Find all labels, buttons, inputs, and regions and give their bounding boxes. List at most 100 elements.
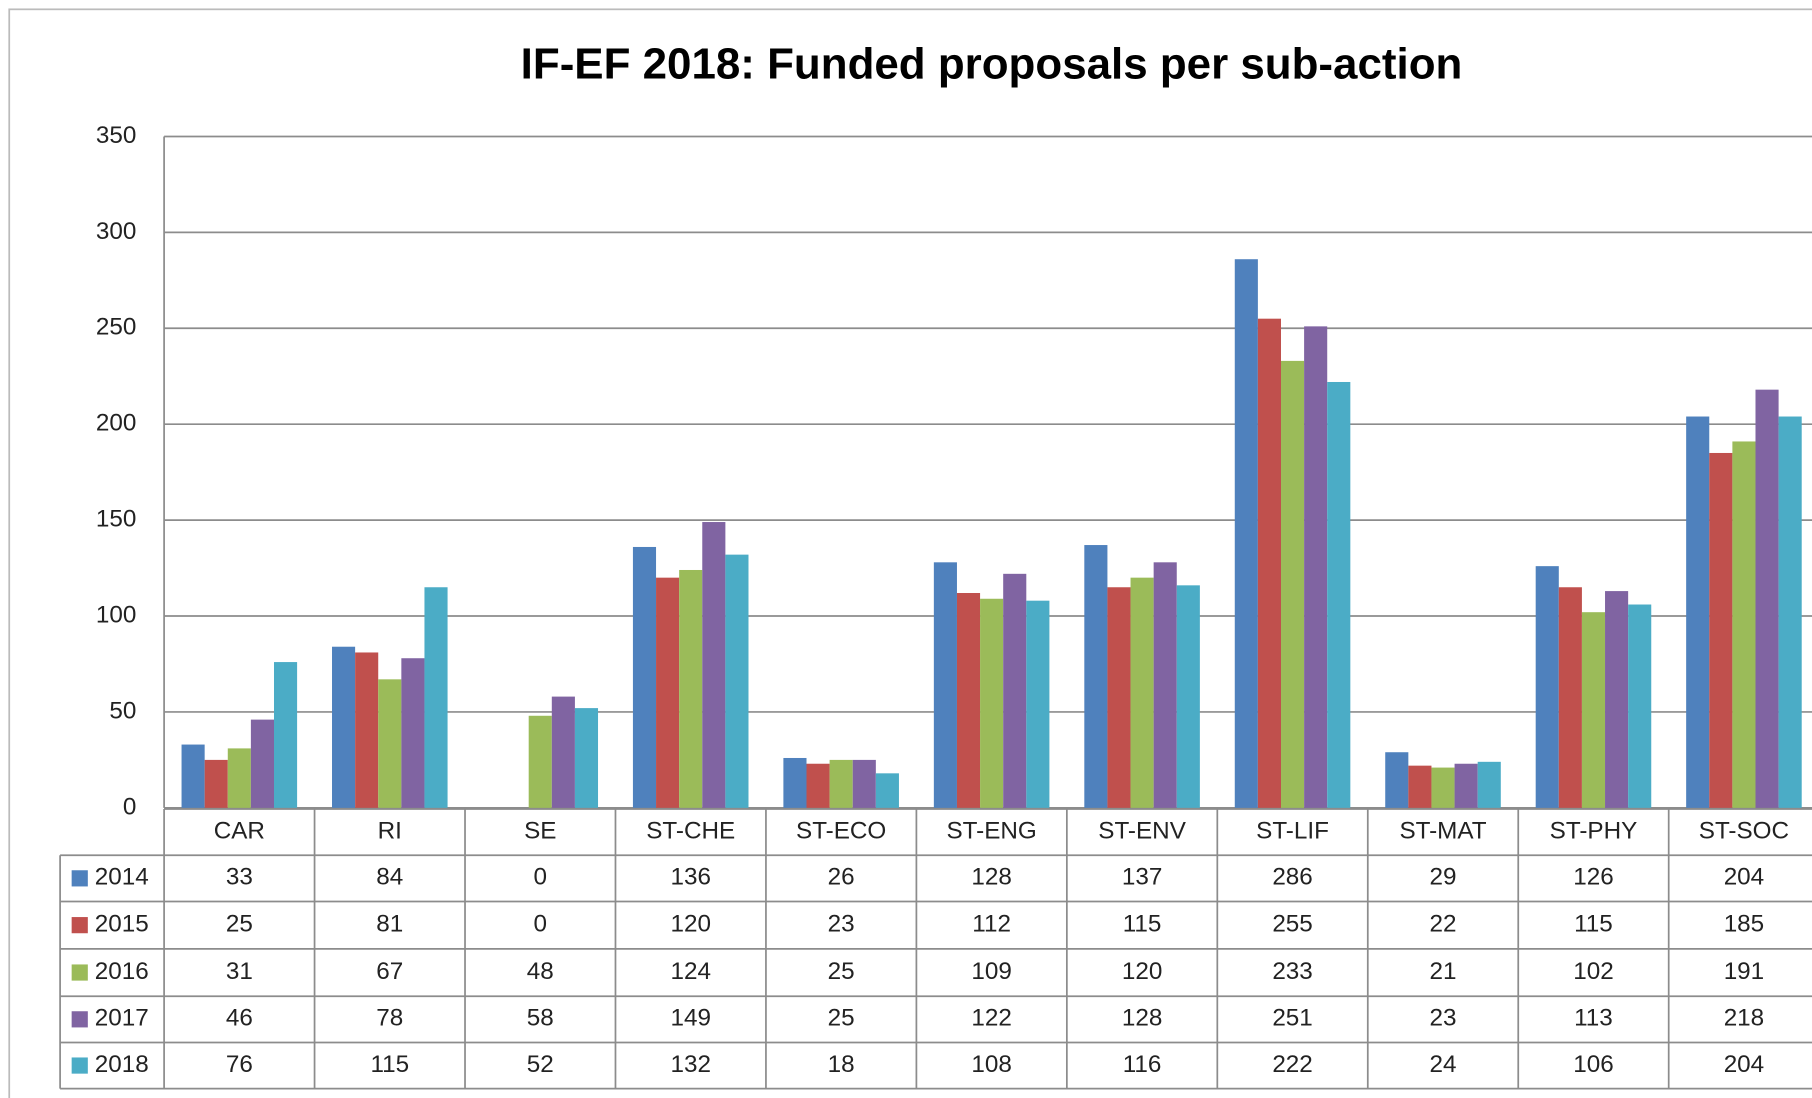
legend-swatch [71,1057,88,1074]
table-value: 120 [1122,958,1162,985]
y-tick-label: 150 [96,506,136,533]
bar [875,773,899,808]
bar [1280,360,1305,808]
bar [181,744,205,808]
category-label: ST-ECO [796,818,886,845]
table-value: 204 [1724,864,1764,891]
bar [551,696,575,808]
table-value: 113 [1574,1005,1613,1032]
bar [1709,452,1733,808]
bar [1176,585,1200,808]
table-value: 137 [1122,864,1162,891]
table-value: 115 [370,1051,409,1078]
bar [1454,763,1478,808]
table-value: 21 [1430,958,1457,985]
table-value: 25 [828,958,855,985]
bar [1755,389,1779,808]
table-value: 48 [527,958,554,985]
bar [806,763,830,808]
table-value: 0 [533,864,547,891]
table-value: 185 [1724,911,1764,938]
bar [401,658,425,808]
legend-swatch [71,917,88,934]
y-tick-label: 250 [96,314,136,341]
bar [956,593,981,808]
table-value: 31 [226,958,253,985]
bar [1778,416,1802,808]
table-value: 136 [670,864,710,891]
category-label: ST-ENG [946,818,1036,845]
table-value: 115 [1123,911,1162,938]
bar [656,577,680,808]
frame [8,8,1812,1098]
category-label: ST-SOC [1699,818,1789,845]
bar [783,757,807,808]
legend-label: 2015 [95,911,149,938]
legend-label: 2018 [95,1051,149,1078]
bar [574,708,599,808]
bar [1304,326,1328,808]
table-value: 58 [527,1005,554,1032]
bar [250,719,274,808]
table-value: 33 [226,864,253,891]
table-value: 120 [670,911,710,938]
table-value: 106 [1573,1051,1613,1078]
table-value: 25 [828,1005,855,1032]
table-value: 76 [226,1051,253,1078]
bar [1385,752,1409,808]
table-value: 122 [971,1005,1011,1032]
bar [1234,259,1258,808]
legend-label: 2016 [95,958,149,985]
table-value: 233 [1272,958,1312,985]
table-value: 128 [971,864,1011,891]
table-value: 18 [828,1051,855,1078]
bar [378,679,402,808]
table-value: 81 [376,911,403,938]
table-value: 251 [1272,1005,1312,1032]
table-value: 102 [1573,958,1613,985]
bar [679,569,703,808]
bar [1257,318,1281,808]
table-value: 218 [1724,1005,1764,1032]
legend-label: 2014 [95,864,149,891]
category-label: RI [378,818,402,845]
bar [632,546,657,808]
bar [204,759,228,808]
bar [1581,612,1606,808]
legend-label: 2017 [95,1005,149,1032]
bar [725,554,749,808]
bar [829,759,853,808]
bar [273,662,298,808]
bar [355,652,379,808]
y-tick-label: 0 [123,793,137,820]
y-tick-label: 50 [109,697,136,724]
category-label: ST-CHE [646,818,735,845]
bar [1130,577,1154,808]
bar [1605,591,1629,808]
legend-swatch [71,964,88,981]
bar [1558,587,1582,808]
category-label: ST-PHY [1550,818,1638,845]
table-value: 128 [1122,1005,1162,1032]
bar [528,715,552,808]
table-value: 255 [1272,911,1312,938]
bar [1431,767,1455,808]
table-value: 23 [828,911,855,938]
legend-swatch [71,870,88,887]
table-value: 0 [533,911,547,938]
table-value: 126 [1573,864,1613,891]
table-value: 29 [1430,864,1457,891]
y-tick-label: 200 [96,410,136,437]
y-tick-label: 100 [96,601,136,628]
bar [1628,604,1652,808]
table-value: 46 [226,1005,253,1032]
category-label: ST-ENV [1098,818,1186,845]
table-value: 52 [527,1051,554,1078]
category-label: ST-LIF [1256,818,1329,845]
table-value: 24 [1430,1051,1457,1078]
table-value: 108 [971,1051,1011,1078]
bar [1408,765,1432,808]
table-value: 116 [1123,1051,1162,1078]
